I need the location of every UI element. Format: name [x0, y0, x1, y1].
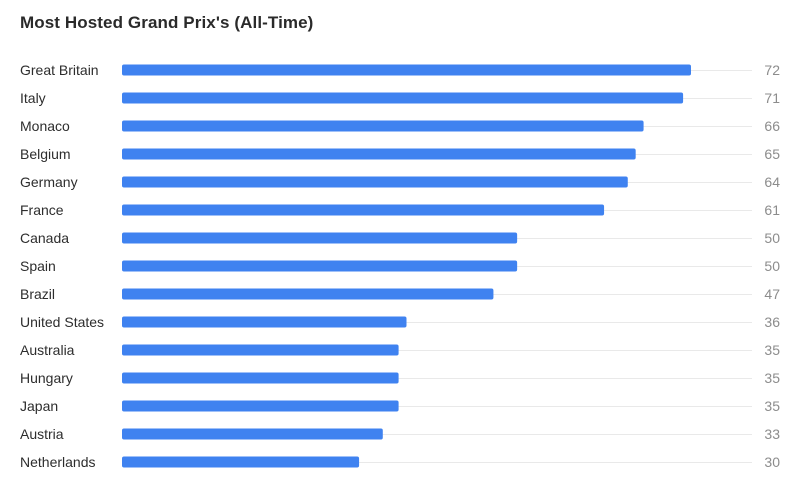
value-label: 66: [764, 118, 780, 134]
bar[interactable]: [122, 260, 518, 272]
category-label: Australia: [20, 342, 75, 358]
value-label: 30: [764, 454, 780, 470]
value-label: 72: [764, 62, 780, 78]
bar[interactable]: [122, 400, 399, 412]
category-label: Monaco: [20, 118, 70, 134]
bar[interactable]: [122, 372, 399, 384]
value-label: 47: [764, 286, 780, 302]
value-label: 71: [764, 90, 780, 106]
value-label: 50: [764, 258, 780, 274]
bar[interactable]: [122, 204, 605, 216]
bar[interactable]: [122, 64, 691, 76]
value-label: 35: [764, 370, 780, 386]
category-label: Netherlands: [20, 454, 96, 470]
bar[interactable]: [122, 176, 628, 188]
category-label: Austria: [20, 426, 64, 442]
value-label: 50: [764, 230, 780, 246]
category-label: Belgium: [20, 146, 71, 162]
bar[interactable]: [122, 344, 399, 356]
value-label: 64: [764, 174, 780, 190]
chart-title: Most Hosted Grand Prix's (All-Time): [20, 13, 314, 32]
bar[interactable]: [122, 456, 360, 468]
bar[interactable]: [122, 92, 684, 104]
category-label: Great Britain: [20, 62, 99, 78]
category-label: Italy: [20, 90, 46, 106]
category-label: Spain: [20, 258, 56, 274]
category-label: Canada: [20, 230, 69, 246]
bar[interactable]: [122, 120, 644, 132]
bar[interactable]: [122, 232, 518, 244]
category-label: Hungary: [20, 370, 73, 386]
category-label: Brazil: [20, 286, 55, 302]
value-label: 61: [764, 202, 780, 218]
value-label: 35: [764, 398, 780, 414]
value-label: 35: [764, 342, 780, 358]
category-label: Japan: [20, 398, 58, 414]
category-label: Germany: [20, 174, 78, 190]
bar[interactable]: [122, 428, 383, 440]
bar[interactable]: [122, 288, 494, 300]
category-label: France: [20, 202, 64, 218]
value-label: 33: [764, 426, 780, 442]
bar[interactable]: [122, 148, 636, 160]
bar[interactable]: [122, 316, 407, 328]
value-label: 36: [764, 314, 780, 330]
value-label: 65: [764, 146, 780, 162]
category-label: United States: [20, 314, 104, 330]
